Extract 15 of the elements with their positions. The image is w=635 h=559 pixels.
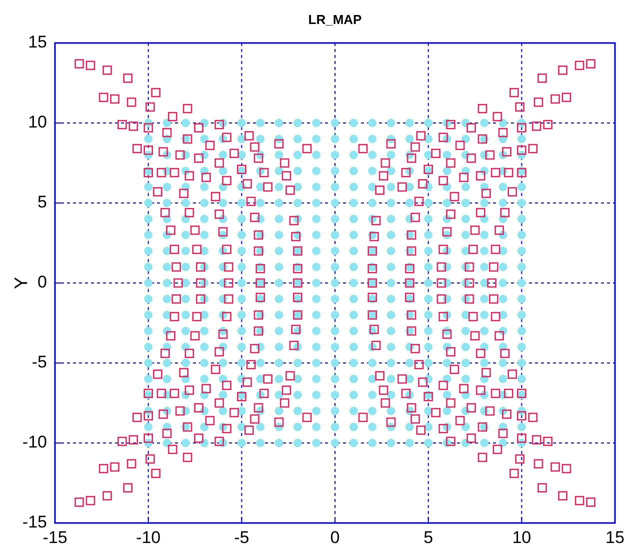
chart-title: LR_MAP bbox=[308, 12, 362, 27]
y-axis-title: Y bbox=[10, 276, 31, 290]
y-tick-label: -15 bbox=[22, 512, 47, 532]
y-tick-label: 15 bbox=[28, 32, 47, 52]
y-tick-label: 5 bbox=[38, 192, 47, 212]
x-tick-label: 10 bbox=[512, 528, 532, 547]
y-tick-label: -10 bbox=[22, 432, 47, 452]
y-tick-label: 10 bbox=[28, 112, 47, 132]
y-tick-label: 0 bbox=[38, 272, 47, 292]
y-tick-label: -5 bbox=[32, 352, 47, 372]
x-tick-label: 0 bbox=[330, 528, 340, 547]
x-tick-label: 5 bbox=[424, 528, 434, 547]
x-tick-label: -5 bbox=[234, 528, 250, 547]
x-tick-label: -10 bbox=[136, 528, 161, 547]
x-tick-label: 15 bbox=[606, 528, 624, 547]
